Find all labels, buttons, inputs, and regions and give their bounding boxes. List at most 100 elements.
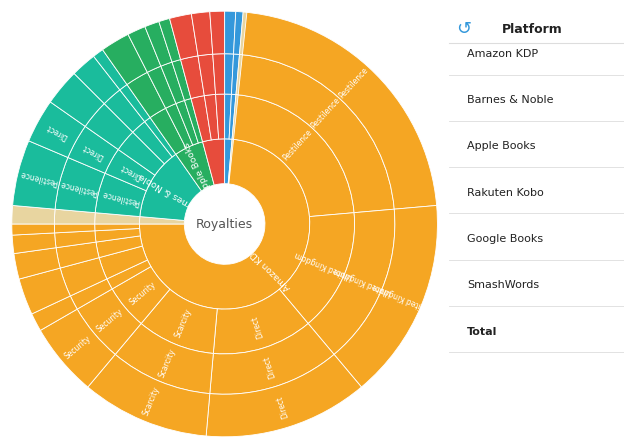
Bar [240, 12, 247, 55]
Bar [225, 139, 232, 184]
Bar [233, 12, 243, 54]
Bar [32, 296, 77, 331]
Bar [127, 72, 165, 117]
Bar [192, 12, 213, 56]
Bar [213, 289, 308, 354]
Bar [19, 268, 71, 314]
Bar [104, 90, 145, 132]
Bar [232, 95, 238, 139]
Bar [140, 139, 310, 309]
Bar [94, 50, 127, 90]
Text: Scarcity: Scarcity [157, 347, 177, 379]
Text: Direct: Direct [45, 121, 69, 141]
Bar [107, 260, 151, 289]
Bar [229, 94, 236, 139]
Bar [102, 34, 147, 85]
Bar [14, 248, 60, 279]
Bar [185, 99, 203, 143]
Bar [55, 158, 105, 213]
Bar [60, 258, 107, 296]
Text: United Kingdom: United Kingdom [333, 266, 393, 297]
Bar [54, 209, 95, 224]
Bar [54, 224, 95, 233]
Bar [96, 236, 142, 258]
Bar [133, 121, 172, 164]
Text: Google Books: Google Books [467, 234, 543, 244]
Bar [203, 139, 225, 185]
Bar [198, 54, 215, 96]
Bar [145, 22, 172, 66]
Bar [140, 154, 202, 220]
Bar [150, 108, 186, 154]
Bar [280, 213, 354, 323]
Bar [225, 11, 437, 209]
Bar [170, 14, 198, 60]
Bar [74, 56, 120, 103]
Bar [184, 184, 265, 264]
Bar [176, 100, 198, 145]
Bar [112, 267, 170, 323]
Text: Direct: Direct [275, 394, 290, 419]
Bar [56, 242, 99, 268]
Text: Pestilence: Pestilence [59, 179, 99, 197]
Bar [120, 85, 150, 121]
Bar [308, 209, 395, 354]
Text: Pestilence: Pestilence [100, 189, 140, 207]
Text: Scarcity: Scarcity [141, 385, 162, 417]
Text: Platform: Platform [502, 22, 562, 36]
Bar [225, 94, 354, 216]
Bar [210, 11, 225, 54]
Bar [95, 213, 140, 224]
Text: Scarcity: Scarcity [173, 307, 193, 339]
Text: Amazon KDP: Amazon KDP [467, 49, 538, 59]
Bar [232, 54, 240, 95]
Bar [95, 224, 140, 231]
Text: Apple Books: Apple Books [467, 142, 535, 151]
Bar [118, 132, 165, 175]
Bar [236, 54, 243, 95]
Text: Barnes & Noble: Barnes & Noble [467, 95, 553, 105]
Bar [210, 323, 334, 394]
Bar [145, 117, 176, 157]
Bar [140, 216, 185, 224]
Bar [172, 60, 191, 100]
Bar [77, 289, 141, 354]
Bar [206, 354, 361, 437]
Bar [176, 142, 214, 191]
Text: Rakuten Kobo: Rakuten Kobo [467, 188, 544, 198]
Bar [225, 94, 232, 139]
Text: Pestilence: Pestilence [19, 168, 59, 187]
Text: Royalties: Royalties [196, 217, 253, 231]
Bar [12, 206, 55, 224]
Bar [115, 323, 213, 394]
Bar [128, 27, 161, 72]
Bar [105, 150, 155, 191]
Bar [99, 246, 147, 279]
Bar [204, 95, 218, 140]
Bar [95, 228, 140, 242]
Bar [161, 62, 185, 103]
Bar [55, 231, 96, 248]
Bar [215, 94, 225, 139]
Bar [334, 206, 437, 387]
Text: Barnes & Noble: Barnes & Noble [138, 171, 203, 214]
Bar [225, 11, 236, 54]
Bar [51, 73, 104, 126]
Bar [41, 309, 115, 387]
Text: Security: Security [127, 280, 157, 307]
Text: Security: Security [63, 333, 93, 361]
Text: Pestilence: Pestilence [338, 65, 371, 100]
Bar [12, 141, 68, 209]
Text: Direct: Direct [119, 162, 143, 181]
Bar [68, 126, 118, 173]
Bar [213, 54, 225, 95]
Text: Direct: Direct [249, 314, 265, 339]
Bar [71, 279, 112, 309]
Bar [228, 139, 233, 184]
Text: Security: Security [95, 307, 125, 334]
Text: Apple Books: Apple Books [182, 140, 214, 194]
Text: Direct: Direct [81, 142, 105, 161]
Bar [95, 173, 146, 216]
Bar [88, 354, 210, 436]
Text: Direct: Direct [262, 355, 278, 379]
